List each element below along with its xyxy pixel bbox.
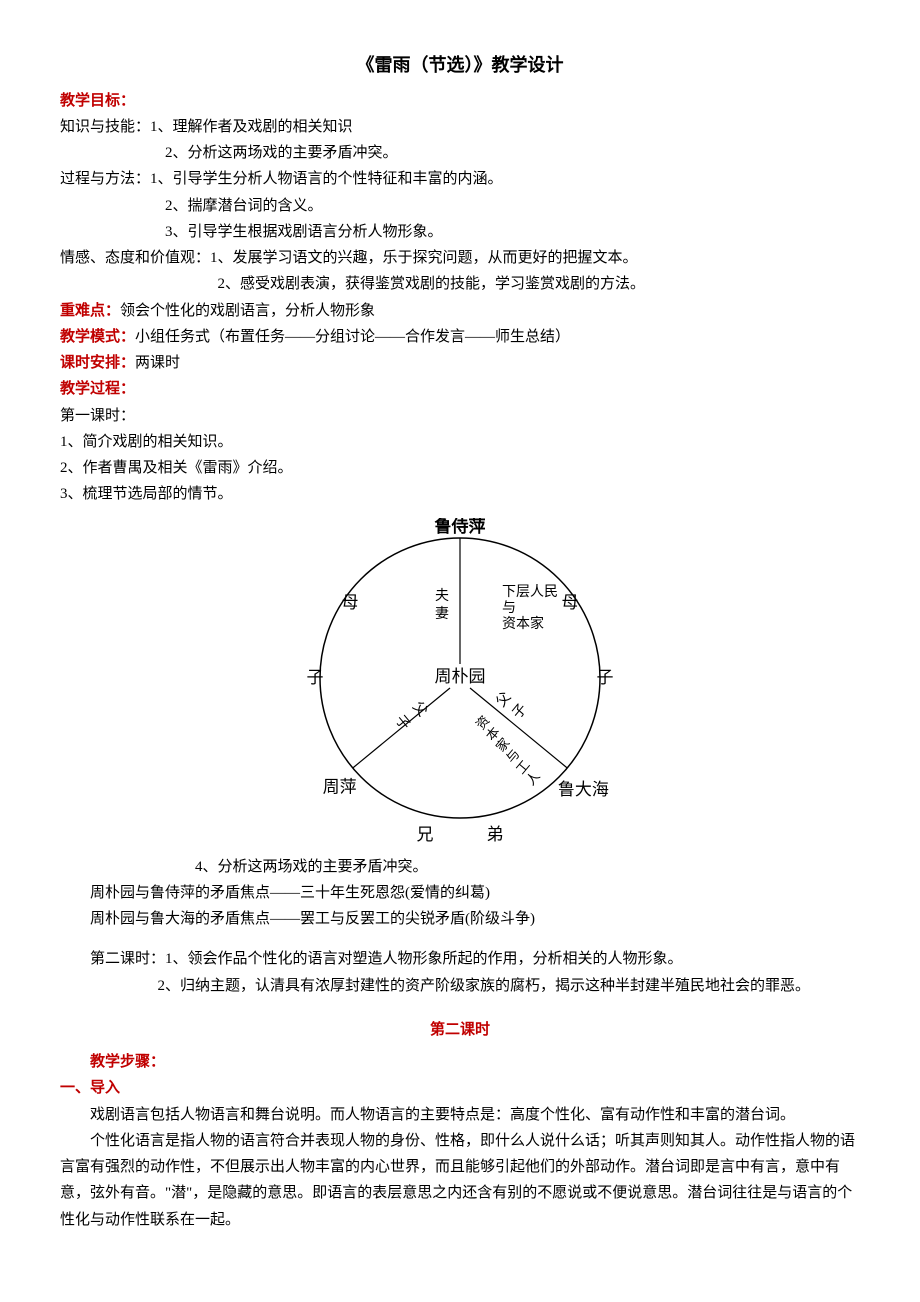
conflict-2: 周朴园与鲁大海的矛盾焦点——罢工与反罢工的尖锐矛盾(阶级斗争) [60,906,860,932]
goal-process-3: 3、引导学生根据戏剧语言分析人物形象。 [60,219,860,245]
intro-para-2: 个性化语言是指人物的语言符合并表现人物的身份、性格，即什么人说什么话；听其声则知… [60,1128,860,1233]
lesson1-item-3: 3、梳理节选局部的情节。 [60,481,860,507]
lesson1-item-1: 1、简介戏剧的相关知识。 [60,429,860,455]
lesson2-title: 第二课时 [60,1017,860,1043]
goal-attitude-1: 情感、态度和价值观：1、发展学习语文的兴趣，乐于探究问题，从而更好的把握文本。 [60,245,860,271]
svg-text:周朴园: 周朴园 [435,667,486,686]
svg-text:周萍: 周萍 [323,777,357,796]
goal-process-2: 2、揣摩潜台词的含义。 [60,193,860,219]
relationship-diagram: 周朴园鲁侍萍周萍鲁大海母母子子兄弟夫妻下层人民与资本家父子父子资本家与工人 [60,518,860,848]
goal-process-1: 过程与方法：1、引导学生分析人物语言的个性特征和丰富的内涵。 [60,166,860,192]
svg-text:父: 父 [409,699,429,719]
svg-text:兄: 兄 [417,825,434,844]
svg-text:弟: 弟 [487,825,504,844]
svg-text:与: 与 [502,600,516,616]
time-line: 课时安排：两课时 [60,350,860,376]
lesson1-item-2: 2、作者曹禺及相关《雷雨》介绍。 [60,455,860,481]
lesson1-label: 第一课时： [60,403,860,429]
svg-text:下层人民: 下层人民 [502,584,558,600]
mode-line: 教学模式：小组任务式（布置任务——分组讨论——合作发言——师生总结） [60,324,860,350]
svg-text:鲁侍萍: 鲁侍萍 [435,518,486,536]
svg-text:子: 子 [597,668,614,687]
goal-attitude-2: 2、感受戏剧表演，获得鉴赏戏剧的技能，学习鉴赏戏剧的方法。 [60,271,860,297]
svg-text:鲁大海: 鲁大海 [558,780,609,799]
goal-knowledge-2: 2、分析这两场戏的主要矛盾冲突。 [60,140,860,166]
svg-text:子: 子 [307,668,324,687]
svg-text:母: 母 [562,593,579,612]
difficulty-line: 重难点：领会个性化的戏剧语言，分析人物形象 [60,298,860,324]
svg-text:父: 父 [494,689,514,709]
lesson2-overview-2: 2、归纳主题，认清具有浓厚封建性的资产阶级家族的腐朽，揭示这种半封建半殖民地社会… [60,973,860,999]
page-title: 《雷雨（节选）》教学设计 [60,50,860,82]
intro-para-1: 戏剧语言包括人物语言和舞台说明。而人物语言的主要特点是：高度个性化、富有动作性和… [60,1102,860,1128]
process-heading: 教学过程： [60,376,860,402]
steps-heading: 教学步骤： [60,1049,860,1075]
conflict-1: 周朴园与鲁侍萍的矛盾焦点——三十年生死恩怨(爱情的纠葛) [60,880,860,906]
goal-heading: 教学目标： [60,88,860,114]
svg-text:母: 母 [342,593,359,612]
svg-text:妻: 妻 [435,606,449,622]
goal-knowledge-1: 知识与技能：1、理解作者及戏剧的相关知识 [60,114,860,140]
svg-text:子: 子 [392,712,413,733]
intro-heading: 一、导入 [60,1075,860,1101]
svg-text:子: 子 [509,700,530,721]
lesson1-item-4: 4、分析这两场戏的主要矛盾冲突。 [60,854,860,880]
svg-text:夫: 夫 [435,588,449,604]
lesson2-overview-1: 第二课时：1、领会作品个性化的语言对塑造人物形象所起的作用，分析相关的人物形象。 [60,946,860,972]
svg-text:资本家: 资本家 [502,615,544,632]
